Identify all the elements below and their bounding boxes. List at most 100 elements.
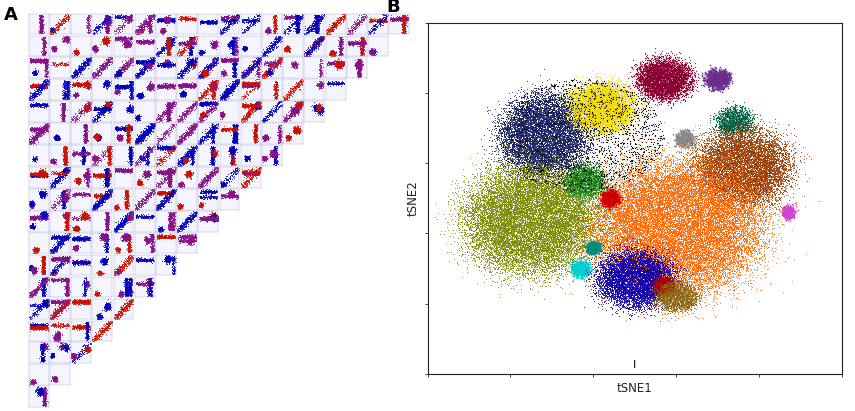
Point — [209, 77, 222, 83]
Point — [148, 138, 162, 144]
Point — [227, 46, 240, 53]
Point — [73, 260, 86, 267]
Point — [299, 49, 313, 56]
Point — [79, 129, 92, 135]
Point — [642, 276, 656, 283]
Point — [159, 144, 173, 150]
Point — [641, 237, 655, 244]
Point — [640, 199, 654, 206]
Point — [739, 156, 752, 163]
Point — [130, 116, 144, 122]
Point — [696, 192, 710, 199]
Point — [514, 199, 528, 206]
Point — [139, 60, 153, 66]
Point — [165, 143, 179, 150]
Point — [180, 65, 193, 72]
Point — [602, 110, 616, 117]
Point — [166, 256, 180, 262]
Point — [469, 217, 482, 224]
Point — [730, 252, 744, 258]
Point — [498, 230, 511, 236]
Point — [610, 278, 623, 284]
Point — [616, 224, 630, 231]
Point — [496, 225, 510, 232]
Point — [535, 147, 549, 154]
Point — [108, 228, 121, 234]
Point — [310, 20, 324, 27]
Point — [652, 285, 665, 291]
Point — [38, 298, 51, 305]
Point — [48, 300, 62, 306]
Point — [146, 82, 160, 89]
Point — [541, 145, 555, 152]
Point — [178, 155, 192, 162]
Point — [193, 216, 207, 222]
Point — [615, 210, 628, 217]
Point — [140, 18, 154, 24]
Point — [469, 173, 483, 180]
Point — [557, 133, 570, 140]
Point — [142, 126, 156, 132]
Point — [573, 117, 587, 124]
Point — [582, 176, 596, 183]
Point — [608, 278, 622, 285]
Point — [155, 179, 168, 185]
Point — [57, 167, 71, 174]
Point — [606, 287, 620, 293]
Point — [656, 213, 669, 219]
Point — [112, 72, 126, 79]
Point — [66, 352, 80, 358]
Point — [75, 236, 89, 242]
Point — [556, 185, 569, 192]
Point — [723, 219, 737, 226]
Point — [258, 155, 272, 162]
Point — [352, 61, 366, 67]
Point — [209, 119, 223, 125]
Point — [72, 65, 86, 72]
Point — [576, 87, 590, 94]
Point — [26, 266, 39, 272]
Point — [684, 236, 698, 242]
Point — [541, 209, 555, 215]
Point — [757, 134, 770, 140]
Point — [665, 240, 679, 247]
Point — [28, 133, 42, 139]
Point — [108, 269, 121, 276]
Point — [50, 136, 64, 143]
Point — [599, 106, 613, 112]
Point — [281, 132, 295, 139]
Point — [563, 249, 576, 256]
Point — [398, 16, 412, 23]
Point — [227, 147, 241, 153]
Point — [162, 61, 176, 68]
Point — [216, 128, 230, 135]
Point — [196, 112, 209, 118]
Point — [537, 101, 551, 108]
Point — [62, 341, 76, 348]
Point — [59, 155, 73, 161]
Point — [685, 234, 699, 240]
Point — [100, 224, 114, 231]
Point — [495, 148, 509, 155]
Point — [173, 139, 186, 145]
Point — [238, 83, 251, 90]
Point — [675, 261, 688, 267]
Point — [492, 201, 506, 208]
Point — [572, 169, 586, 175]
Point — [771, 146, 785, 153]
Point — [647, 185, 661, 191]
Point — [587, 180, 600, 187]
Point — [578, 269, 592, 276]
Point — [58, 196, 72, 203]
Point — [538, 154, 551, 161]
Point — [145, 279, 159, 286]
Point — [24, 265, 38, 271]
Point — [653, 260, 667, 266]
Point — [673, 65, 687, 72]
Point — [709, 164, 722, 171]
Point — [557, 148, 571, 154]
Point — [96, 62, 109, 68]
Point — [692, 209, 705, 215]
Point — [110, 122, 124, 129]
Point — [162, 256, 175, 263]
